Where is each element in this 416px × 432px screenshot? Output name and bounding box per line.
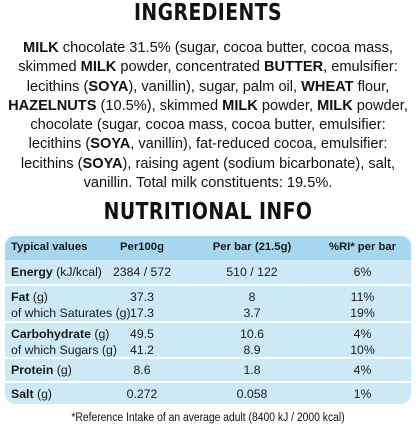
header-per-100g: Per100g [120, 241, 164, 253]
value-per-bar: 10.6 [240, 327, 264, 341]
value-ri: 11% [350, 290, 375, 304]
nutrient-name: Fat [11, 290, 30, 304]
value-per-100g: 41.2 [130, 343, 154, 357]
nutrition-table-header: Typical values Per100g Per bar (21.5g) %… [5, 236, 411, 260]
reference-intake-footnote: *Reference Intake of an average adult (8… [71, 412, 345, 424]
value-per-bar: 1.8 [243, 363, 261, 377]
value-per-100g: 8.6 [133, 363, 151, 377]
allergen-text: SOYA [88, 78, 129, 95]
allergen-text: MILK [80, 59, 117, 76]
nutrient-name: of which Saturates (g) [11, 306, 131, 320]
ingredient-text: ), vanillin), sugar, palm oil, [128, 78, 302, 95]
allergen-text: MILK [23, 40, 59, 56]
value-ri: 4% [353, 327, 372, 341]
row-divider [5, 284, 411, 286]
value-per-100g: 17.3 [130, 306, 154, 320]
allergen-text: HAZELNUTS [8, 97, 97, 114]
nutrient-unit: (g) [53, 363, 72, 377]
value-per-bar: 3.7 [243, 306, 261, 320]
nutrient-name: of which Sugars (g) [11, 343, 117, 357]
value-per-100g: 37.3 [130, 290, 154, 304]
ingredient-text: , vanillin), fat-reduced cocoa, emulsifi… [20, 136, 388, 172]
value-ri: 19% [350, 306, 375, 320]
header-per-bar: Per bar (21.5g) [212, 241, 292, 253]
nutrient-label: Salt (g) [11, 387, 52, 401]
nutrient-unit: (g) [33, 387, 53, 401]
ingredient-text: (10.5%), skimmed [96, 97, 223, 114]
ingredient-text: flour, [353, 78, 390, 95]
ingredient-text: powder, concentrated [116, 59, 264, 76]
allergen-text: MILK [222, 97, 258, 114]
allergen-text: WHEAT [301, 78, 354, 95]
row-divider [5, 381, 411, 383]
value-ri: 10% [350, 343, 375, 357]
nutrient-unit: (kJ/kcal) [52, 265, 102, 279]
value-per-100g: 2384 / 572 [112, 265, 172, 279]
nutrient-label: Carbohydrate (g) [11, 327, 109, 341]
value-per-bar: 0.058 [236, 387, 268, 401]
allergen-text: MILK [317, 97, 353, 114]
allergen-text: SOYA [90, 136, 131, 153]
ingredient-text: , emulsifier: lecithins ( [26, 59, 398, 95]
nutrient-label: of which Saturates (g) [11, 306, 131, 320]
value-ri: 4% [353, 363, 372, 377]
row-divider [5, 357, 411, 359]
nutrient-unit: (g) [90, 327, 110, 341]
nutrient-label: Energy (kJ/kcal) [11, 265, 102, 279]
allergen-text: BUTTER [263, 59, 324, 76]
row-divider [5, 321, 411, 323]
nutrient-label: of which Sugars (g) [11, 343, 117, 357]
header-ri: %RI* per bar [328, 241, 397, 253]
nutrient-name: Energy [11, 265, 53, 279]
ingredient-text: powder, chocolate (sugar, cocoa mass, co… [28, 97, 408, 153]
nutrient-label: Fat (g) [11, 290, 48, 304]
nutrient-unit: (g) [29, 290, 48, 304]
ingredients-heading: INGREDIENTS [133, 0, 282, 26]
ingredient-text: ), raising agent (sodium bicarbonate), s… [83, 155, 396, 192]
value-per-bar: 8.9 [243, 343, 261, 357]
nutrient-label: Protein (g) [11, 363, 72, 377]
nutrient-name: Salt [11, 387, 34, 401]
value-per-bar: 510 / 122 [226, 265, 278, 279]
value-ri: 6% [353, 265, 372, 279]
value-ri: 1% [353, 387, 372, 401]
value-per-100g: 49.5 [130, 327, 154, 341]
ingredient-text: chocolate 31.5% (sugar, cocoa butter, co… [18, 40, 393, 76]
nutrition-heading: NUTRITIONAL INFO [103, 199, 313, 225]
header-typical-values: Typical values [11, 241, 88, 253]
nutrient-name: Carbohydrate [11, 327, 91, 341]
allergen-text: SOYA [82, 155, 123, 172]
nutrient-name: Protein [11, 363, 54, 377]
value-per-100g: 0.272 [126, 387, 158, 401]
ingredients-text: MILK chocolate 31.5% (sugar, cocoa butte… [4, 39, 412, 193]
value-per-bar: 8 [248, 290, 256, 304]
ingredient-text: powder, [257, 97, 318, 114]
nutrition-table: Typical values Per100g Per bar (21.5g) %… [5, 236, 411, 404]
